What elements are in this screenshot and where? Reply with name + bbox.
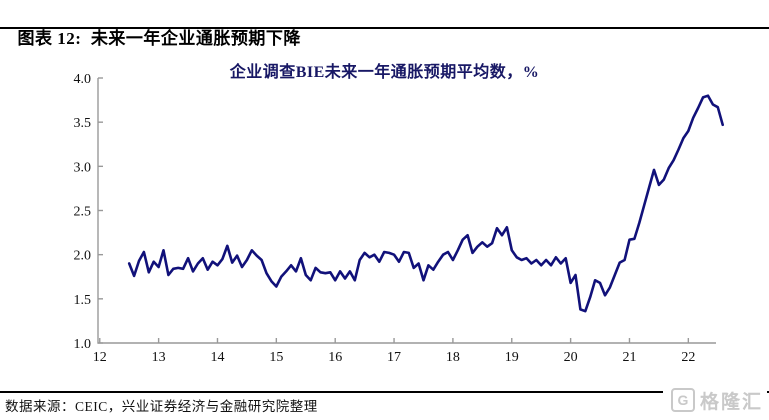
x-tick-label: 15 [269, 350, 283, 365]
axis-line [97, 78, 716, 344]
y-tick-label: 4.0 [74, 72, 92, 87]
series-line [127, 94, 725, 313]
x-tick-label: 19 [505, 350, 519, 365]
x-tick-label: 22 [681, 350, 695, 365]
source-note: 数据来源：CEIC，兴业证券经济与金融研究院整理 [5, 399, 318, 414]
x-tick-label: 17 [387, 350, 401, 365]
x-tick-label: 16 [328, 350, 342, 365]
x-tick-label: 14 [210, 350, 224, 365]
y-tick-label: 2.0 [74, 249, 92, 264]
x-tick-label: 13 [152, 350, 166, 365]
figure-title: 图表 12: 未来一年企业通胀预期下降 [17, 29, 301, 48]
header-divider [0, 27, 769, 29]
x-tick-label: 18 [446, 350, 460, 365]
watermark-gelonghui: G 格隆汇 [662, 383, 767, 417]
figure-header: 图表 12: 未来一年企业通胀预期下降 [8, 4, 769, 49]
y-tick-label: 3.0 [74, 160, 92, 175]
watermark-text: 格隆汇 [699, 391, 763, 413]
x-tick-label: 12 [93, 350, 107, 365]
y-tick-label: 2.5 [74, 205, 92, 220]
x-tick-label: 21 [622, 350, 636, 365]
y-tick-label: 1.5 [74, 293, 92, 308]
x-tick-label: 20 [564, 350, 578, 365]
y-tick-label: 1.0 [74, 337, 92, 352]
y-tick-label: 3.5 [74, 116, 92, 131]
chart-title: 企业调查BIE未来一年通胀预期平均数，% [229, 64, 540, 81]
footer-divider [0, 391, 769, 393]
gelonghui-logo-icon: G [670, 388, 695, 412]
